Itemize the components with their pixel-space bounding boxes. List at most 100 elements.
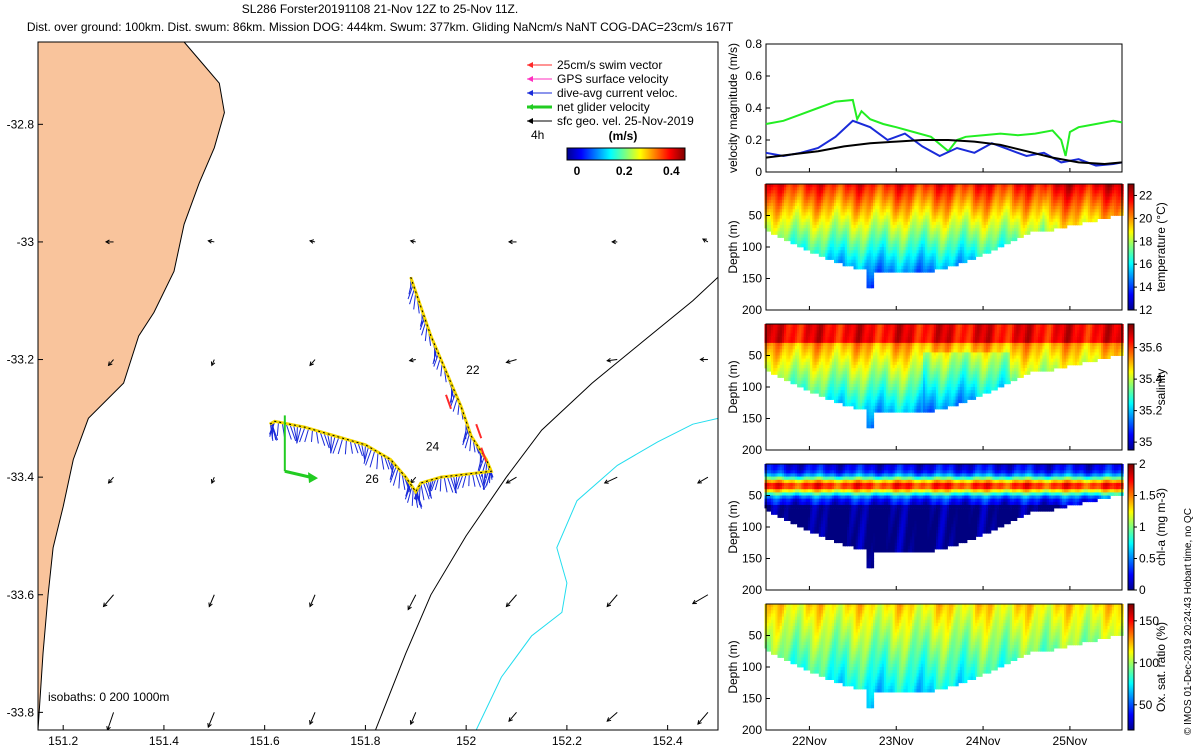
- section-sample: [771, 218, 775, 223]
- section-sample: [847, 234, 851, 238]
- section-sample: [801, 193, 805, 197]
- section-sample: [868, 209, 872, 213]
- section-sample: [786, 193, 790, 197]
- section-sample: [784, 193, 788, 197]
- section-sample: [857, 265, 861, 270]
- section-sample: [766, 212, 770, 216]
- section-sample: [797, 209, 801, 213]
- geostrophic-arrowhead: [697, 720, 702, 725]
- section-ytick-label-2: 150: [742, 272, 762, 286]
- section-sample: [779, 187, 783, 191]
- section-sample: [810, 234, 814, 238]
- section-sample: [788, 224, 792, 229]
- section-sample: [844, 187, 848, 191]
- section-sample: [870, 206, 875, 210]
- section-sample: [829, 218, 833, 223]
- section-sample: [771, 184, 775, 188]
- section-sample: [847, 199, 851, 204]
- section-sample: [888, 193, 892, 197]
- section-sample: [803, 212, 807, 216]
- section-sample: [864, 224, 868, 229]
- section-sample: [870, 212, 875, 216]
- section-sample: [857, 221, 861, 226]
- section-sample: [883, 240, 888, 245]
- section-sample: [790, 215, 794, 219]
- section-sample: [810, 247, 814, 251]
- section-sample: [886, 218, 890, 223]
- section-sample: [866, 187, 870, 191]
- section-sample: [864, 262, 868, 267]
- section-sample: [905, 234, 909, 238]
- section-sample: [1094, 218, 1098, 223]
- section-sample: [801, 224, 805, 229]
- section-sample: [779, 234, 783, 238]
- section-sample: [901, 202, 905, 207]
- legend-arrowhead-3: [527, 104, 533, 110]
- section-sample: [870, 275, 875, 279]
- section-sample: [766, 199, 770, 204]
- section-sample: [862, 206, 866, 210]
- section-sample: [818, 193, 822, 197]
- section-ytick-label-1: 100: [742, 240, 762, 254]
- section-sample: [886, 184, 890, 188]
- section-sample: [857, 209, 861, 213]
- dac-vector: [446, 476, 454, 493]
- section-sample: [834, 193, 838, 197]
- section-sample: [877, 256, 881, 260]
- section-sample: [831, 215, 835, 219]
- section-sample: [816, 212, 820, 216]
- section-sample: [873, 262, 877, 267]
- section-sample: [855, 243, 859, 248]
- section-sample: [860, 237, 864, 242]
- section-sample: [903, 190, 907, 194]
- section-sample: [838, 190, 842, 194]
- section-sample: [892, 250, 896, 254]
- section-sample: [894, 196, 898, 201]
- section-sample: [901, 240, 905, 245]
- section-sample: [903, 212, 907, 216]
- section-sample: [890, 218, 894, 223]
- section-sample: [886, 202, 890, 207]
- section-sample: [899, 253, 903, 257]
- section-sample: [866, 262, 870, 267]
- section-sample: [847, 206, 851, 210]
- section-sample: [810, 231, 814, 235]
- section-sample: [879, 209, 883, 213]
- section-sample: [818, 237, 822, 242]
- section-sample: [786, 215, 790, 219]
- section-sample: [803, 218, 807, 223]
- section-sample: [807, 193, 812, 197]
- section-sample: [988, 250, 992, 254]
- section-sample: [875, 224, 879, 229]
- section-sample: [879, 237, 883, 242]
- section-sample: [905, 184, 909, 188]
- section-sample: [896, 240, 901, 245]
- geostrophic-arrowhead: [207, 239, 213, 244]
- section-sample: [881, 243, 885, 248]
- section-sample: [868, 281, 872, 286]
- section-sample: [864, 259, 868, 264]
- section-sample: [790, 240, 794, 245]
- geostrophic-arrowhead: [603, 479, 609, 484]
- section-sample: [844, 250, 848, 254]
- section-sample: [862, 212, 866, 216]
- section-sample: [877, 269, 881, 273]
- section-sample: [823, 253, 827, 257]
- section-sample: [881, 196, 885, 201]
- section-sample: [868, 224, 872, 229]
- section-sample: [875, 209, 879, 213]
- section-sample: [836, 256, 840, 260]
- section-sample: [788, 221, 792, 226]
- section-sample: [849, 262, 853, 267]
- section-sample: [890, 231, 894, 235]
- section-sample: [853, 259, 857, 264]
- section-sample: [879, 262, 883, 267]
- section-sample: [827, 206, 831, 210]
- section-sample: [784, 221, 788, 226]
- section-sample: [892, 206, 896, 210]
- section-sample: [855, 193, 859, 197]
- section-sample: [820, 184, 825, 188]
- section-sample: [768, 199, 772, 204]
- section-sample: [818, 240, 822, 245]
- dac-vector: [299, 426, 306, 443]
